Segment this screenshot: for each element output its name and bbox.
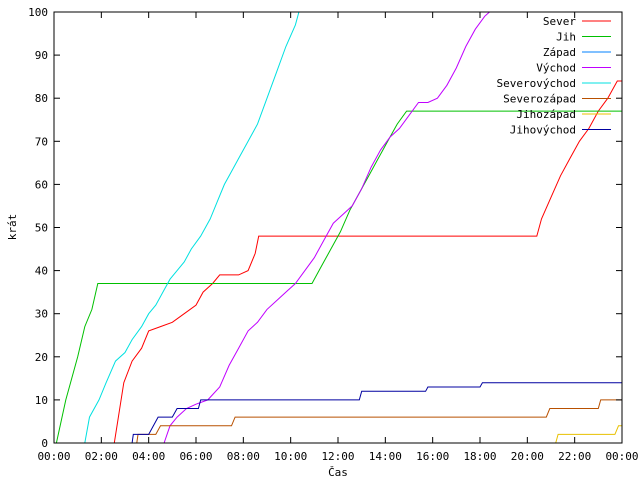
plot-lines xyxy=(54,12,622,443)
x-tick-label: 10:00 xyxy=(274,450,307,463)
series-line-5 xyxy=(54,12,300,443)
x-tick-label: 14:00 xyxy=(369,450,402,463)
series-line-2 xyxy=(54,110,622,443)
y-tick-label: 100 xyxy=(28,6,48,19)
y-tick-label: 10 xyxy=(35,394,48,407)
y-tick-label: 20 xyxy=(35,351,48,364)
series-line-4 xyxy=(54,12,490,443)
y-tick-label: 70 xyxy=(35,135,48,148)
y-tick-label: 80 xyxy=(35,92,48,105)
legend-label: Východ xyxy=(536,62,576,75)
series-line-6 xyxy=(54,399,622,443)
y-tick-label: 60 xyxy=(35,178,48,191)
y-tick-label: 30 xyxy=(35,308,48,321)
x-tick-label: 18:00 xyxy=(463,450,496,463)
x-tick-label: 00:00 xyxy=(605,450,638,463)
legend-label: Jihovýchod xyxy=(510,124,576,137)
y-tick-label: 0 xyxy=(41,437,48,450)
x-tick-label: 16:00 xyxy=(416,450,449,463)
x-tick-label: 06:00 xyxy=(179,450,212,463)
x-tick-label: 04:00 xyxy=(132,450,165,463)
axes: 00:00 02:00 04:00 06:00 08:00 10:00 12:00 14:00… xyxy=(28,6,638,463)
series-line-8 xyxy=(54,382,622,443)
legend-label: Severozápad xyxy=(503,93,576,106)
legend-label: Sever xyxy=(543,15,576,28)
y-tick-label: 90 xyxy=(35,49,48,62)
series-line-1 xyxy=(54,80,622,443)
x-tick-label: 20:00 xyxy=(511,450,544,463)
y-axis-label: krát xyxy=(6,214,19,241)
legend-label: Severovýchod xyxy=(497,77,576,90)
y-tick-label: 40 xyxy=(35,265,48,278)
x-tick-label: 08:00 xyxy=(227,450,260,463)
legend-label: Jihozápad xyxy=(516,108,576,121)
legend-label: Západ xyxy=(543,46,576,59)
legend-label: Jih xyxy=(556,31,576,44)
series-line-7 xyxy=(54,425,622,443)
x-tick-label: 12:00 xyxy=(321,450,354,463)
x-axis-label: Čas xyxy=(328,466,348,479)
x-tick-label: 02:00 xyxy=(85,450,118,463)
y-tick-label: 50 xyxy=(35,222,48,235)
x-tick-label: 22:00 xyxy=(558,450,591,463)
legend: Sever Jih Západ Východ Severovýchod Severozáp… xyxy=(497,15,611,137)
x-tick-label: 00:00 xyxy=(37,450,70,463)
